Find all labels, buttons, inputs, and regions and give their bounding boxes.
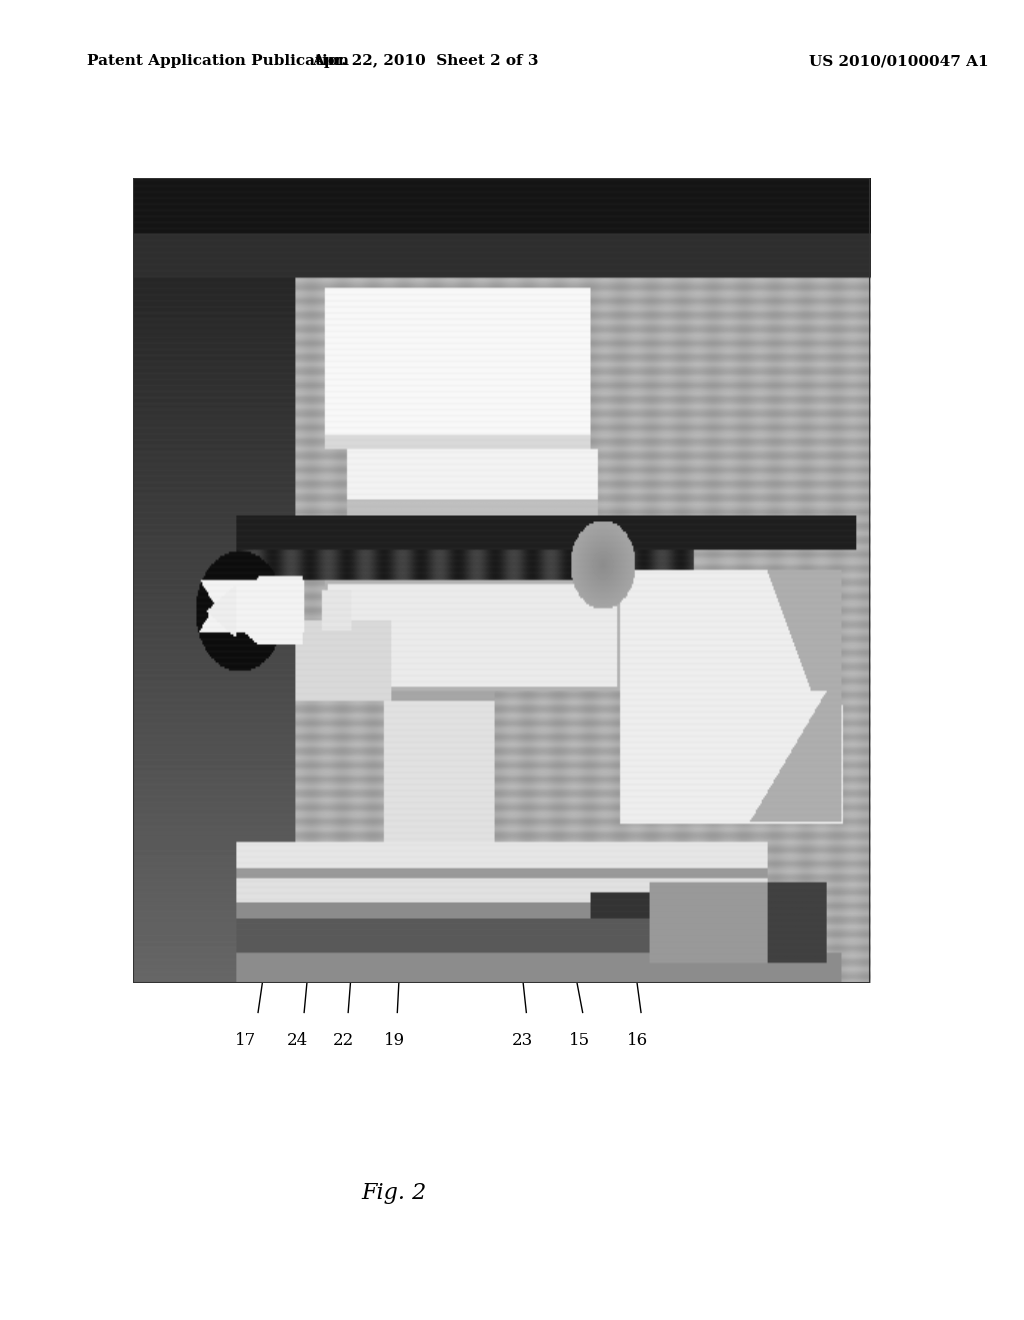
Text: 23: 23	[512, 1032, 532, 1049]
Text: 11: 11	[809, 702, 829, 719]
Text: 24: 24	[287, 1032, 307, 1049]
Text: US 2010/0100047 A1: US 2010/0100047 A1	[809, 54, 988, 69]
Text: 17: 17	[236, 1032, 256, 1049]
Text: Patent Application Publication: Patent Application Publication	[87, 54, 349, 69]
Text: Fig. 2: Fig. 2	[361, 1181, 427, 1204]
Text: 16: 16	[628, 1032, 648, 1049]
Text: 18: 18	[809, 597, 829, 614]
Text: 19: 19	[384, 1032, 404, 1049]
Text: 15: 15	[569, 1032, 590, 1049]
Bar	[133, 178, 870, 983]
Text: Apr. 22, 2010  Sheet 2 of 3: Apr. 22, 2010 Sheet 2 of 3	[311, 54, 539, 69]
Text: 22: 22	[333, 1032, 353, 1049]
